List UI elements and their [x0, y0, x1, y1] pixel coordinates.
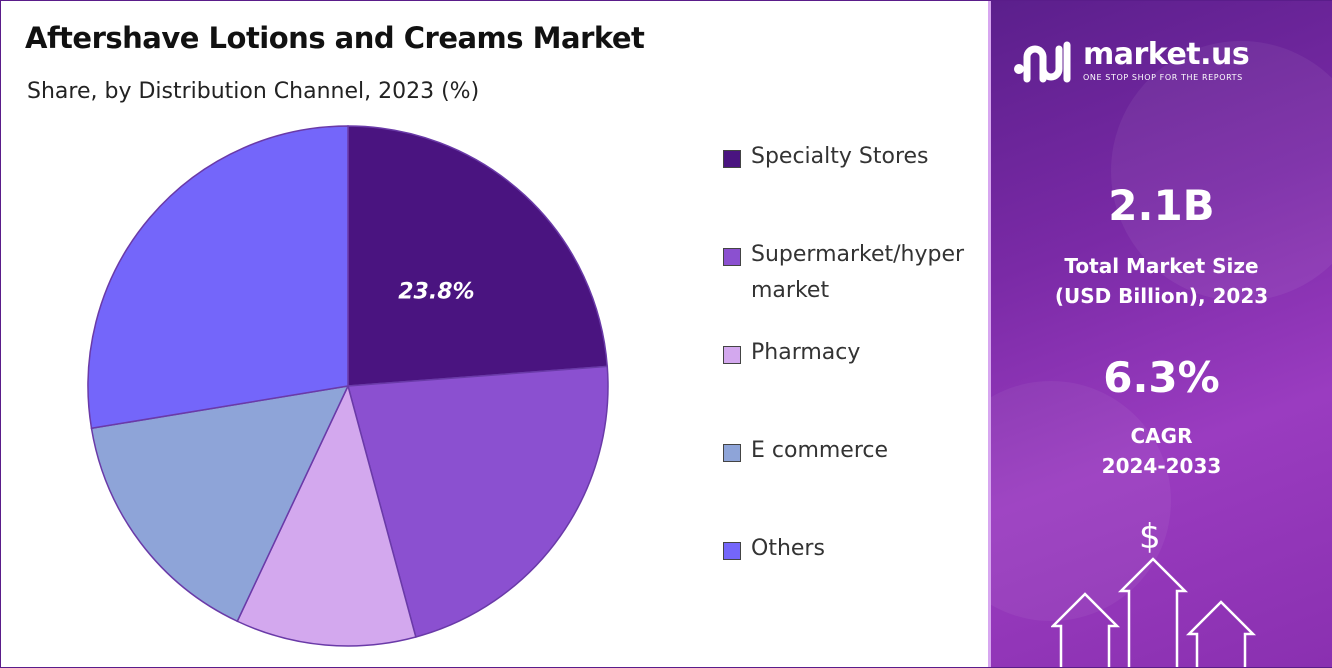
legend-item-others: Others: [723, 531, 981, 567]
legend-item-pharmacy: Pharmacy: [723, 335, 981, 371]
legend-label-supermarket: Supermarket/hypermarket: [751, 242, 965, 303]
market-size-label-year: (USD Billion), 2023: [1054, 284, 1269, 308]
pie-chart-svg: 23.8%: [87, 125, 609, 647]
pie-chart: 23.8%: [81, 119, 615, 653]
legend-item-e-commerce: E commerce: [723, 433, 981, 469]
brand-name: market.us: [1083, 37, 1250, 72]
market-size-label: Total Market Size: [1064, 254, 1259, 278]
market-size-value: 2.1B: [1108, 181, 1215, 230]
legend-swatch-others: [723, 542, 741, 560]
summary-panel: market.us ONE STOP SHOP FOR THE REPORTS …: [988, 1, 1332, 667]
pie-data-label-specialty-stores: 23.8%: [398, 280, 474, 305]
legend-swatch-pharmacy: [723, 346, 741, 364]
pie-slice-specialty-stores: [347, 125, 609, 387]
market-us-logo-icon: [1014, 41, 1071, 83]
legend-label-pharmacy: Pharmacy: [751, 340, 861, 365]
pie-slice-supermarket-hypermarket: [347, 365, 609, 638]
legend-item-specialty-stores: Specialty Stores: [723, 139, 981, 175]
background-glow: [1111, 41, 1332, 301]
chart-panel: Aftershave Lotions and Creams Market Sha…: [1, 1, 987, 667]
brand-tagline: ONE STOP SHOP FOR THE REPORTS: [1083, 73, 1243, 82]
legend-label-e-commerce: E commerce: [751, 438, 889, 463]
cagr-label: CAGR: [1130, 424, 1193, 448]
legend-label-specialty-stores: Specialty Stores: [751, 144, 929, 169]
chart-subtitle: Share, by Distribution Channel, 2023 (%): [27, 79, 480, 104]
cagr-period: 2024-2033: [1101, 454, 1222, 478]
pie-slice-pharmacy: [236, 383, 417, 647]
cagr-value: 6.3%: [1103, 353, 1220, 402]
legend-label-others: Others: [751, 536, 825, 561]
growth-arrows-icon: [1051, 557, 1257, 667]
pie-slice-others: [87, 125, 349, 430]
pie-slice-e-commerce: [90, 385, 350, 623]
legend-swatch-supermarket: [723, 248, 741, 266]
legend-item-supermarket: Supermarket/hypermarket: [723, 237, 981, 309]
legend-swatch-specialty-stores: [723, 150, 741, 168]
chart-title: Aftershave Lotions and Creams Market: [25, 21, 645, 55]
brand-logo: market.us ONE STOP SHOP FOR THE REPORTS: [1013, 37, 1250, 83]
legend-swatch-e-commerce: [723, 444, 741, 462]
dollar-icon: $: [1139, 517, 1161, 557]
